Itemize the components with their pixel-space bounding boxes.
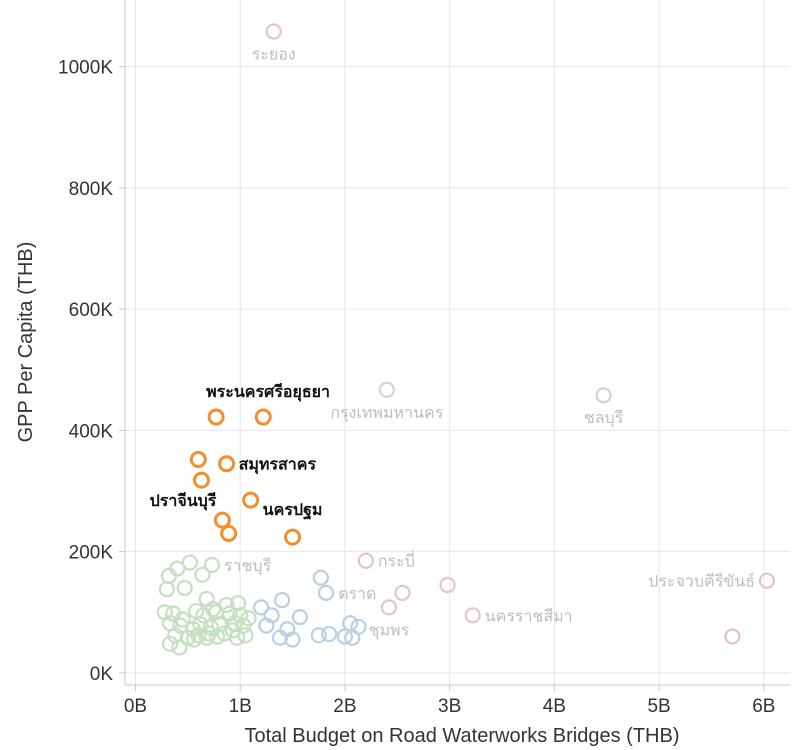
highlight-point	[207, 408, 225, 426]
data-point	[203, 556, 221, 574]
data-point	[228, 629, 246, 646]
grid-layer	[125, 0, 790, 685]
point-label: พระนครศรีอยุธยา	[206, 382, 330, 402]
data-point	[171, 639, 188, 656]
data-point	[265, 23, 282, 40]
data-point	[192, 616, 209, 633]
point-label: กระบี่	[378, 550, 415, 571]
data-point	[595, 387, 612, 404]
data-point	[204, 601, 222, 618]
data-point	[211, 616, 228, 633]
x-tick-label: 3B	[438, 696, 461, 717]
x-tick-label: 2B	[333, 696, 356, 717]
highlight-point	[189, 450, 207, 468]
data-point	[221, 605, 238, 622]
highlight-point	[220, 524, 238, 542]
data-point	[169, 560, 186, 577]
highlight-point	[218, 455, 236, 473]
point-label: นครปฐม	[263, 500, 323, 520]
data-point	[439, 576, 456, 594]
data-point	[237, 627, 254, 644]
highlight-point	[284, 528, 302, 546]
data-point	[291, 609, 308, 626]
highlight-point	[242, 491, 260, 509]
x-tick-label: 4B	[543, 696, 566, 717]
point-label: สมุทรสาคร	[239, 455, 317, 475]
data-point	[357, 552, 374, 569]
data-point	[378, 381, 395, 398]
point-label: ชุมพร	[369, 620, 410, 640]
x-tick-label: 0B	[124, 696, 147, 717]
data-point	[158, 581, 175, 598]
point-label: ชลบุรี	[584, 408, 624, 428]
data-point	[380, 599, 398, 616]
x-axis-title: Total Budget on Road Waterworks Bridges …	[245, 725, 680, 747]
data-point	[271, 629, 289, 646]
data-point	[198, 590, 215, 608]
point-label: นครราชสีมา	[485, 606, 573, 625]
data-point	[194, 566, 211, 583]
y-tick-label: 1000K	[58, 58, 113, 79]
y-tick-label: 400K	[69, 421, 114, 442]
y-axis-title: GPP Per Capita (THB)	[15, 242, 37, 443]
data-point	[758, 572, 776, 589]
data-point	[181, 554, 199, 571]
highlight-point	[213, 511, 231, 529]
point-label: ประจวบคีรีขันธ์	[648, 572, 755, 591]
y-tick-label: 800K	[69, 179, 114, 200]
data-point	[176, 579, 193, 597]
point-label: ระยอง	[252, 45, 296, 64]
data-point	[321, 625, 338, 643]
x-tick-label: 6B	[752, 696, 775, 717]
axis-layer	[124, 0, 790, 686]
data-point	[310, 627, 327, 644]
data-point	[198, 629, 215, 646]
data-point	[190, 627, 207, 644]
highlight-point	[254, 408, 272, 426]
data-point	[724, 628, 741, 645]
data-point	[209, 628, 226, 645]
highlight-point	[192, 471, 210, 489]
tick-layer: 0B 1B 2B 3B 4B 5B 6B 0K 200K 400K 600K 800K 1000K	[58, 58, 775, 717]
data-point	[186, 631, 203, 648]
point-label: กรุงเทพมหานคร	[330, 403, 443, 423]
point-label: ตราด	[338, 584, 376, 603]
x-tick-label: 5B	[647, 696, 670, 717]
point-label: ปราจีนบุรี	[150, 491, 217, 511]
data-point	[312, 569, 329, 586]
y-tick-label: 0K	[90, 664, 114, 685]
data-point	[317, 584, 335, 601]
data-point	[230, 595, 247, 612]
data-point	[344, 629, 361, 646]
data-point	[161, 635, 179, 652]
data-point	[464, 607, 481, 624]
data-point	[394, 584, 411, 601]
data-point	[258, 617, 275, 634]
data-point	[179, 629, 196, 646]
data-point	[253, 599, 270, 616]
point-layer	[156, 23, 776, 656]
data-point	[284, 631, 301, 648]
y-tick-label: 600K	[69, 300, 114, 321]
data-point	[336, 628, 354, 645]
data-point	[273, 592, 291, 609]
point-label: ราชบุรี	[224, 556, 272, 576]
x-tick-label: 1B	[229, 696, 252, 717]
y-tick-label: 200K	[69, 543, 114, 564]
